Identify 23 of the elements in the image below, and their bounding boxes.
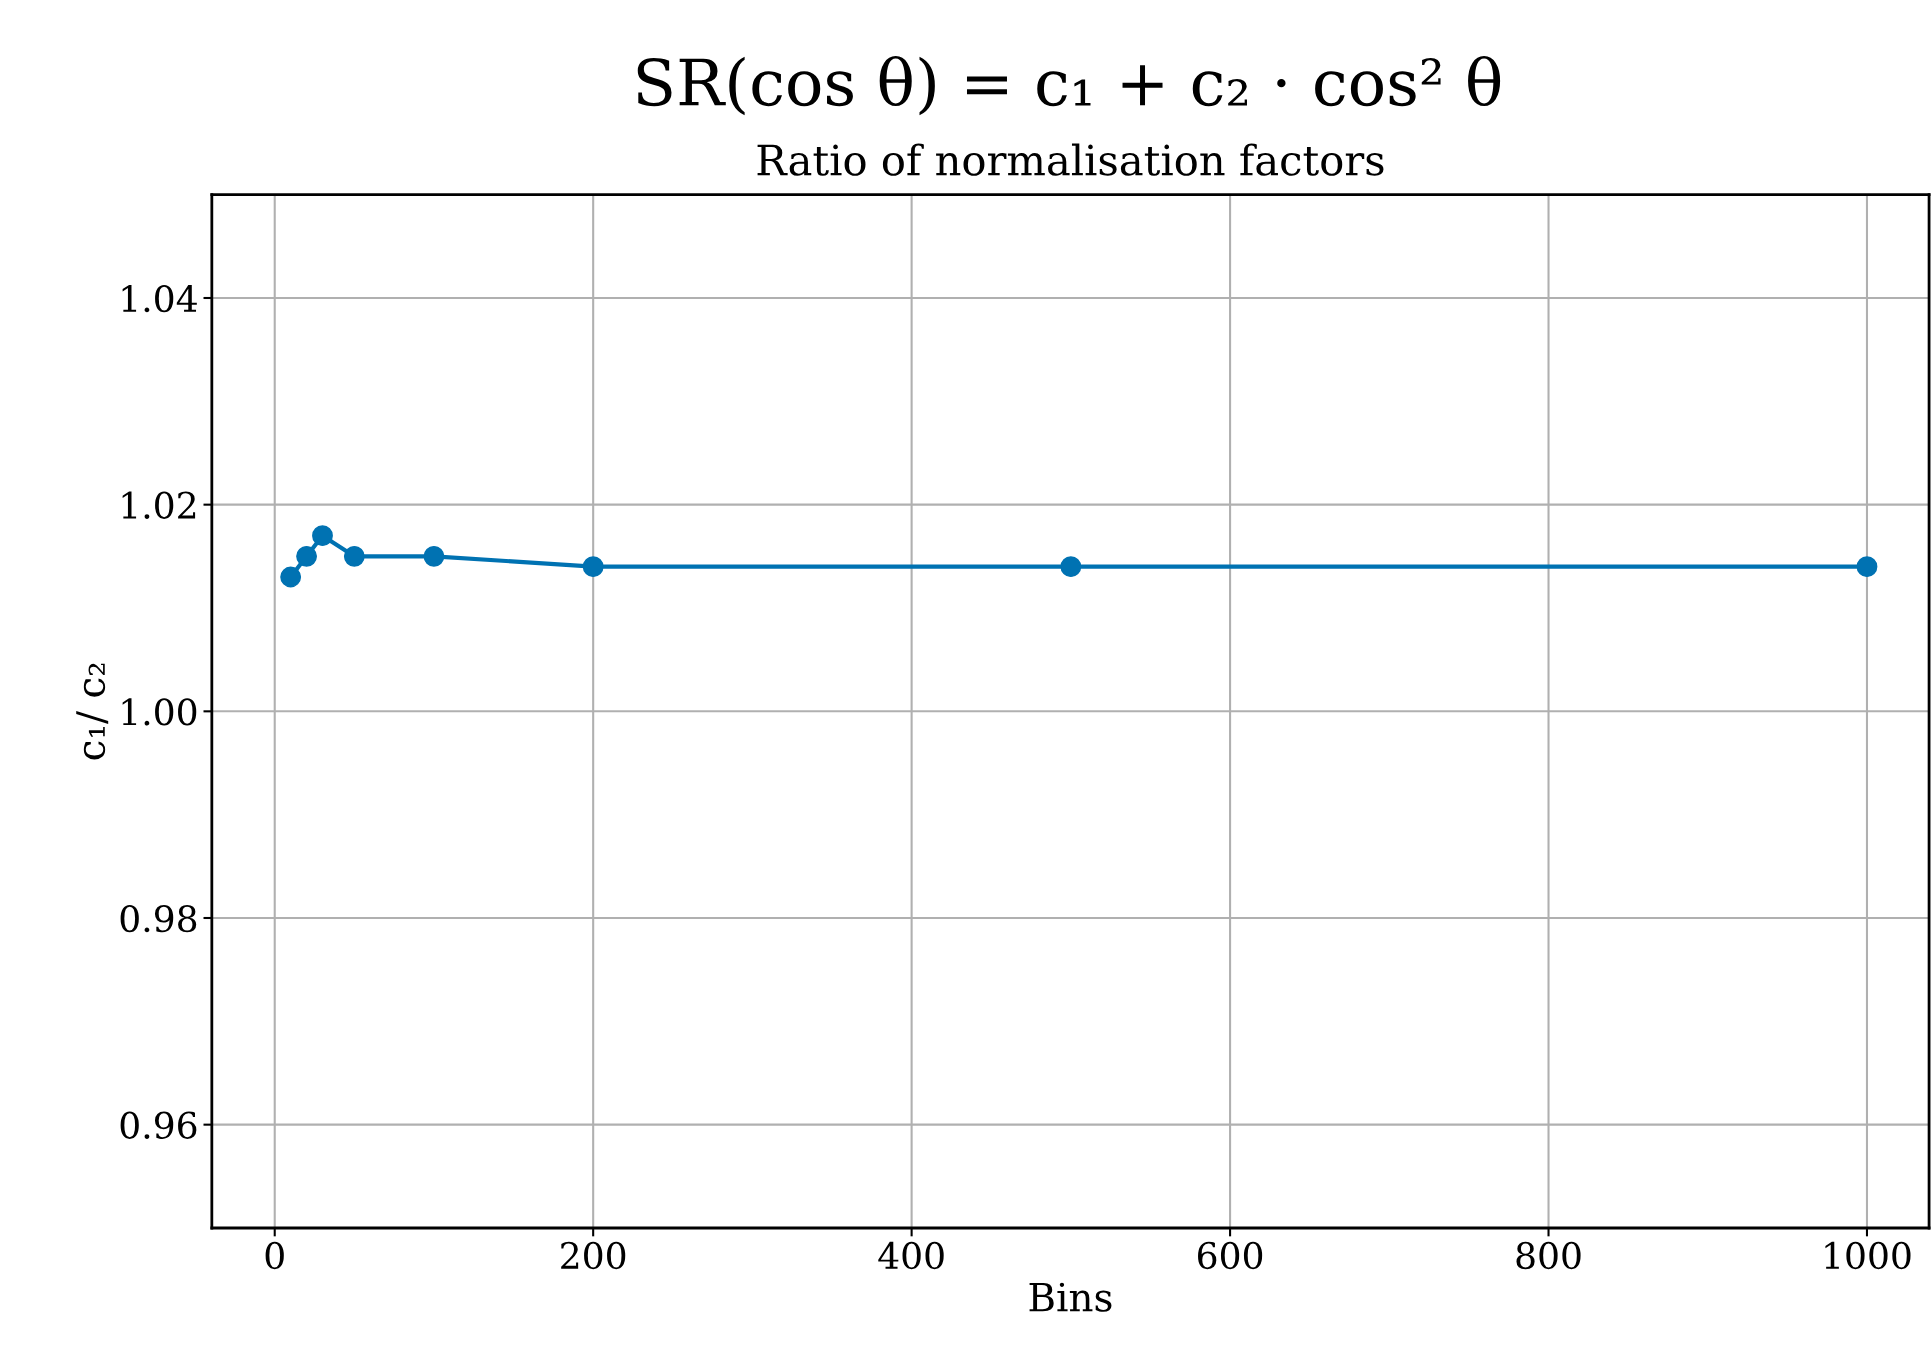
- x-tick-label: 400: [878, 1241, 944, 1270]
- point: [1856, 556, 1878, 578]
- point: [1060, 556, 1082, 578]
- point: [312, 525, 333, 547]
- y-axis-title: c₁/ c₂: [76, 663, 109, 760]
- point: [582, 556, 604, 578]
- point: [423, 545, 445, 567]
- y-tick-label: 0.98: [120, 904, 197, 933]
- chart-title: SR(cos θ) = c₁ + c₂ · cos² θ: [637, 56, 1501, 116]
- x-tick-label: 200: [561, 1241, 626, 1270]
- x-tick-label: 600: [1198, 1241, 1263, 1270]
- y-tick-label: 1.04: [122, 284, 197, 313]
- point: [296, 545, 317, 567]
- x-tick-label: 0: [265, 1241, 284, 1270]
- chart-subtitle: Ratio of normalisation factors: [757, 143, 1384, 176]
- point: [280, 566, 302, 588]
- y-tick-label: 0.96: [120, 1111, 197, 1139]
- x-tick-label: 1000: [1825, 1241, 1911, 1270]
- point: [343, 545, 365, 567]
- y-tick-label: 1.00: [122, 698, 197, 726]
- y-tick-label: 1.02: [122, 491, 196, 519]
- x-axis-title: Bins: [1029, 1282, 1112, 1312]
- x-tick-label: 800: [1516, 1241, 1581, 1270]
